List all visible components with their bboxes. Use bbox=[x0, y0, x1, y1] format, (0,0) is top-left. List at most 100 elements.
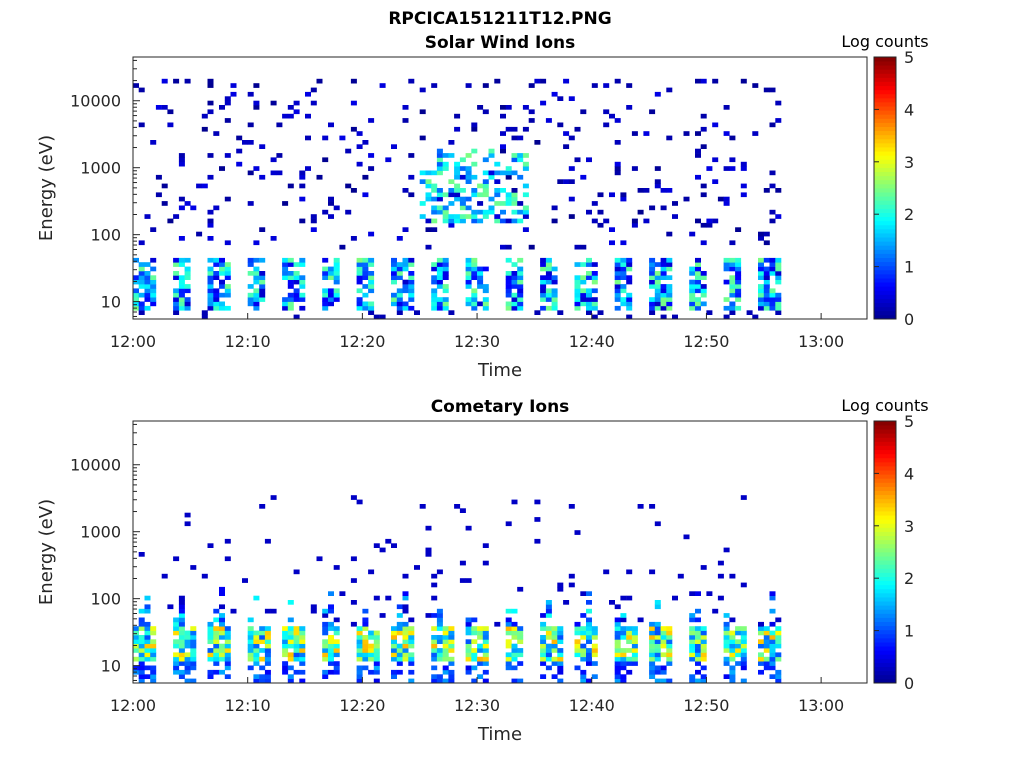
colorbar-tick-label: 4 bbox=[904, 464, 914, 483]
heatmap-cell bbox=[517, 218, 524, 224]
heatmap-cell bbox=[178, 613, 185, 618]
colorbar-segment bbox=[874, 282, 896, 287]
heatmap-cell bbox=[207, 288, 214, 294]
heatmap-cell bbox=[775, 100, 782, 106]
heatmap-cell bbox=[408, 639, 415, 644]
heatmap-cell bbox=[482, 183, 489, 189]
heatmap-cell bbox=[333, 639, 340, 644]
colorbar-segment bbox=[874, 449, 896, 455]
heatmap-cell bbox=[505, 626, 512, 631]
heatmap-cell bbox=[178, 153, 185, 158]
heatmap-cell bbox=[184, 656, 191, 662]
heatmap-cell bbox=[620, 630, 627, 636]
heatmap-cell bbox=[144, 297, 151, 302]
heatmap-cell bbox=[695, 262, 701, 267]
heatmap-cell bbox=[500, 218, 506, 224]
colorbar-segment bbox=[874, 515, 896, 520]
heatmap-cell bbox=[396, 652, 403, 658]
heatmap-cell bbox=[471, 630, 478, 636]
heatmap-cell bbox=[614, 678, 621, 684]
heatmap-cell bbox=[695, 257, 701, 263]
heatmap-cell bbox=[540, 656, 547, 662]
heatmap-cell bbox=[322, 630, 329, 636]
heatmap-cell bbox=[758, 284, 764, 289]
heatmap-cell bbox=[700, 665, 707, 671]
heatmap-cell bbox=[144, 639, 151, 644]
heatmap-cell bbox=[224, 284, 231, 289]
heatmap-cell bbox=[540, 279, 547, 285]
heatmap-cell bbox=[465, 525, 472, 531]
heatmap-cell bbox=[184, 201, 191, 206]
heatmap-cell bbox=[649, 301, 656, 307]
heatmap-cell bbox=[494, 621, 501, 627]
colorbar-segment bbox=[874, 609, 896, 614]
heatmap-cell bbox=[333, 292, 340, 298]
heatmap-cell bbox=[402, 652, 409, 658]
heatmap-cell bbox=[591, 630, 598, 636]
heatmap-cell bbox=[322, 669, 329, 675]
heatmap-cell bbox=[769, 621, 776, 627]
heatmap-cell bbox=[660, 266, 667, 272]
heatmap-cell bbox=[695, 669, 701, 675]
heatmap-cell bbox=[740, 652, 747, 658]
heatmap-cell bbox=[282, 257, 289, 263]
heatmap-cell bbox=[557, 310, 564, 315]
heatmap-cell bbox=[517, 279, 524, 285]
heatmap-cell bbox=[333, 266, 340, 272]
colorbar-segment bbox=[874, 494, 896, 500]
heatmap-cell bbox=[545, 275, 552, 280]
heatmap-cell bbox=[219, 630, 225, 636]
heatmap-cell bbox=[247, 262, 254, 267]
heatmap-cell bbox=[465, 626, 472, 631]
heatmap-cell bbox=[402, 591, 409, 596]
heatmap-cell bbox=[654, 284, 661, 289]
heatmap-cell bbox=[505, 218, 512, 224]
heatmap-cell bbox=[689, 648, 696, 653]
heatmap-cell bbox=[557, 639, 564, 644]
heatmap-cell bbox=[190, 630, 197, 636]
heatmap-cell bbox=[356, 297, 363, 302]
heatmap-cell bbox=[328, 639, 334, 644]
heatmap-cell bbox=[540, 266, 547, 272]
heatmap-cell bbox=[666, 297, 673, 302]
colorbar-segment bbox=[874, 482, 896, 487]
heatmap-cell bbox=[654, 301, 661, 307]
heatmap-cell bbox=[144, 279, 151, 285]
heatmap-cell bbox=[150, 288, 157, 294]
heatmap-cell bbox=[362, 301, 369, 307]
heatmap-cell bbox=[482, 560, 489, 566]
heatmap-cell bbox=[758, 231, 764, 237]
heatmap-cell bbox=[287, 262, 294, 267]
heatmap-cell bbox=[207, 639, 214, 644]
heatmap-cell bbox=[580, 613, 587, 618]
heatmap-cell bbox=[614, 621, 621, 627]
heatmap-cell bbox=[614, 604, 621, 610]
heatmap-cell bbox=[626, 656, 633, 662]
heatmap-cell bbox=[769, 292, 776, 298]
colorbar-segment bbox=[874, 212, 896, 218]
solar-wind-panel: Solar Wind Ions 12:00 12:10 12:20 12:30 12:4… bbox=[36, 32, 929, 381]
heatmap-cell bbox=[219, 669, 225, 675]
heatmap-cell bbox=[614, 305, 621, 311]
heatmap-cell bbox=[259, 174, 266, 180]
heatmap-cell bbox=[322, 621, 329, 627]
heatmap-cell bbox=[362, 639, 369, 644]
x-tick-label: 13:00 bbox=[798, 696, 844, 715]
heatmap-cell bbox=[735, 643, 742, 649]
heatmap-cell bbox=[362, 266, 369, 272]
heatmap-cell bbox=[654, 639, 661, 644]
colorbar-segment bbox=[874, 192, 896, 197]
heatmap-cell bbox=[511, 284, 518, 289]
heatmap-cell bbox=[752, 314, 759, 320]
heatmap-cell bbox=[425, 170, 432, 176]
heatmap-cell bbox=[207, 305, 214, 311]
heatmap-cell bbox=[436, 188, 443, 193]
heatmap-cell bbox=[247, 297, 254, 302]
heatmap-cell bbox=[368, 275, 375, 280]
heatmap-cell bbox=[207, 292, 214, 298]
heatmap-cell bbox=[207, 236, 214, 241]
heatmap-cell bbox=[505, 639, 512, 644]
heatmap-cell bbox=[448, 201, 455, 206]
